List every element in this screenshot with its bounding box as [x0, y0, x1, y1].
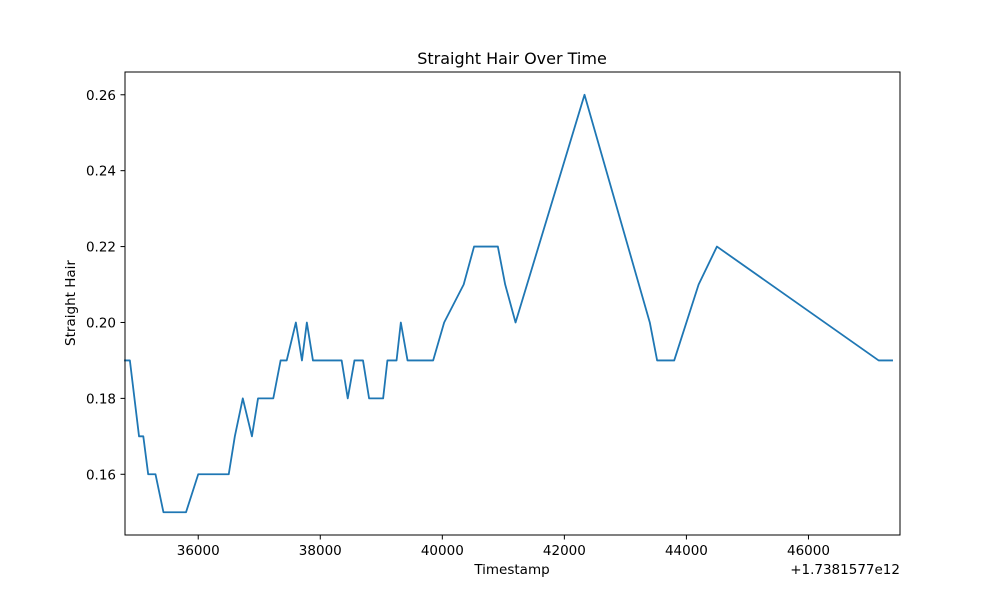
y-tick-label: 0.26: [86, 88, 116, 104]
y-tick-label: 0.16: [86, 467, 116, 483]
x-axis-offset-label: +1.7381577e12: [790, 562, 900, 578]
y-axis: 0.16 0.18 0.20 0.22 0.24 0.26: [86, 88, 125, 483]
y-tick-label: 0.20: [86, 315, 116, 331]
x-tick-label: 36000: [177, 543, 220, 559]
x-tick-label: 46000: [787, 543, 830, 559]
y-tick-label: 0.18: [86, 391, 116, 407]
x-tick-label: 42000: [543, 543, 586, 559]
x-axis: 36000 38000 40000 42000 44000 46000: [177, 535, 830, 559]
y-axis-label: Straight Hair: [63, 260, 79, 346]
x-tick-label: 38000: [299, 543, 342, 559]
series-line-0: [124, 93, 893, 514]
x-tick-label: 40000: [421, 543, 464, 559]
chart-title: Straight Hair Over Time: [417, 49, 607, 68]
y-tick-label: 0.22: [86, 240, 116, 256]
plot-area: [124, 71, 901, 536]
x-tick-label: 44000: [665, 543, 708, 559]
plot-frame: [124, 71, 901, 536]
y-tick-label: 0.24: [86, 164, 116, 180]
x-axis-label: Timestamp: [473, 562, 549, 578]
